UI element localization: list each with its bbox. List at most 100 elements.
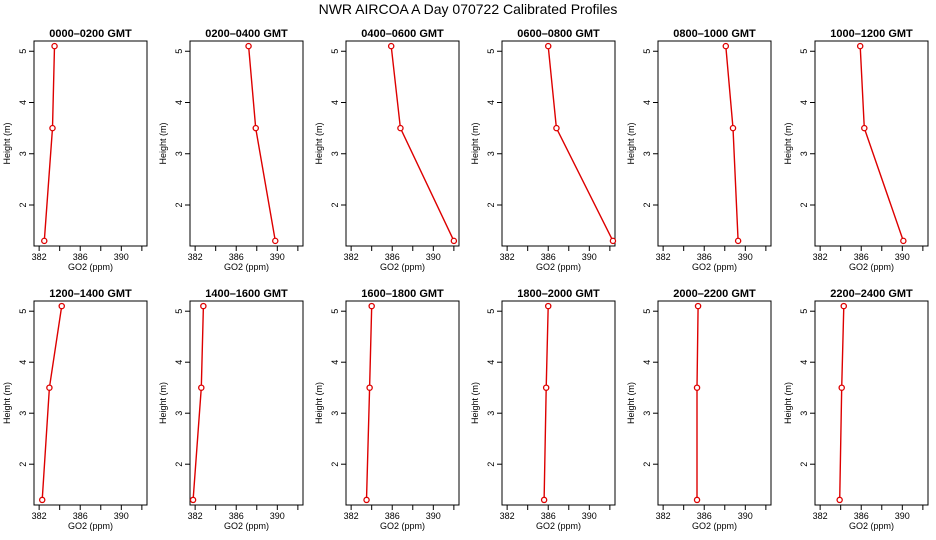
profile-line xyxy=(390,46,455,242)
y-tick-label: 5 xyxy=(330,309,340,314)
x-tick-label: 390 xyxy=(582,252,597,262)
data-point xyxy=(693,384,701,391)
panel-title: 0600–0800 GMT xyxy=(517,28,600,40)
x-tick-label: 382 xyxy=(813,252,828,262)
panel-title: 1000–1200 GMT xyxy=(830,28,913,40)
y-tick-label: 4 xyxy=(642,360,652,365)
plot-frame xyxy=(814,40,929,247)
x-axis-label: GO2 (ppm) xyxy=(536,521,581,531)
y-tick-label: 3 xyxy=(174,411,184,416)
x-tick-label: 386 xyxy=(385,511,400,521)
x-tick-label: 390 xyxy=(738,252,753,262)
x-tick-label: 382 xyxy=(500,252,515,262)
y-tick-label: 4 xyxy=(330,360,340,365)
y-tick-label: 4 xyxy=(799,360,809,365)
y-tick-label: 3 xyxy=(799,411,809,416)
y-tick-label: 4 xyxy=(642,100,652,105)
y-tick-label: 5 xyxy=(330,49,340,54)
data-point xyxy=(838,384,845,391)
y-tick-label: 3 xyxy=(18,151,28,156)
y-tick-label: 5 xyxy=(642,49,652,54)
panel-title: 2200–2400 GMT xyxy=(830,288,913,300)
x-axis-label: GO2 (ppm) xyxy=(380,521,425,531)
profile-line xyxy=(43,46,56,241)
x-tick-label: 382 xyxy=(188,511,203,521)
data-point xyxy=(694,302,702,310)
x-tick-label: 382 xyxy=(32,252,47,262)
x-tick-label: 390 xyxy=(426,511,441,521)
plot-frame xyxy=(657,300,772,506)
y-tick-label: 4 xyxy=(486,100,496,105)
data-point xyxy=(38,496,46,504)
y-tick-label: 4 xyxy=(799,100,809,105)
y-tick-label: 5 xyxy=(642,309,652,314)
x-axis-label: GO2 (ppm) xyxy=(68,262,113,272)
y-axis-label: Height (m) xyxy=(470,382,480,424)
x-tick-label: 390 xyxy=(426,252,441,262)
panel-title: 0400–0600 GMT xyxy=(361,28,444,40)
x-tick-label: 386 xyxy=(541,511,556,521)
x-tick-label: 382 xyxy=(656,511,671,521)
y-tick-label: 5 xyxy=(486,49,496,54)
y-tick-label: 3 xyxy=(330,151,340,156)
x-tick-label: 390 xyxy=(270,252,285,262)
y-axis-label: Height (m) xyxy=(314,122,324,164)
profile-line xyxy=(547,46,614,242)
panel-8: 1400–1600 GMT 382 386 390 2 3 4 5 GO2 (ppm) Heigh… xyxy=(158,288,304,531)
panel-4: 0600–0800 GMT 382 386 390 2 3 4 5 GO2 (ppm) Heigh… xyxy=(470,28,617,272)
x-axis-label: GO2 (ppm) xyxy=(224,262,269,272)
x-axis-label: GO2 (ppm) xyxy=(849,262,894,272)
data-point xyxy=(836,496,843,504)
y-tick-label: 5 xyxy=(486,309,496,314)
y-tick-label: 4 xyxy=(18,360,28,365)
y-axis-label: Height (m) xyxy=(783,382,793,424)
data-point xyxy=(553,124,560,132)
x-tick-label: 386 xyxy=(229,252,244,262)
panel-6: 1000–1200 GMT 382 386 390 2 3 4 5 GO2 (ppm) Heigh… xyxy=(783,28,929,272)
x-tick-label: 386 xyxy=(229,511,244,521)
panel-title: 1200–1400 GMT xyxy=(49,288,132,300)
y-tick-label: 2 xyxy=(799,462,809,467)
y-tick-label: 3 xyxy=(799,151,809,156)
plot-frame xyxy=(189,40,304,247)
data-point xyxy=(252,124,259,132)
panel-2: 0200–0400 GMT 382 386 390 2 3 4 5 GO2 (ppm) Heigh… xyxy=(158,28,304,272)
data-point xyxy=(722,42,730,50)
data-point xyxy=(900,237,907,245)
y-tick-label: 4 xyxy=(18,100,28,105)
profile-line xyxy=(365,306,373,500)
data-point xyxy=(363,496,370,504)
y-axis-label: Height (m) xyxy=(158,382,168,424)
x-tick-label: 382 xyxy=(656,252,671,262)
plot-frame xyxy=(345,40,460,247)
y-tick-label: 4 xyxy=(486,360,496,365)
y-tick-label: 5 xyxy=(174,309,184,314)
y-axis-label: Height (m) xyxy=(2,122,12,164)
panel-title: 1600–1800 GMT xyxy=(361,288,444,300)
x-tick-label: 390 xyxy=(738,511,753,521)
plot-frame xyxy=(189,300,304,506)
y-tick-label: 2 xyxy=(642,462,652,467)
data-point xyxy=(198,384,205,391)
panel-1: 0000–0200 GMT 382 386 390 2 3 4 5 GO2 (ppm) Heigh… xyxy=(2,28,148,272)
y-axis-label: Height (m) xyxy=(2,382,12,424)
plot-frame xyxy=(814,300,929,506)
y-axis-label: Height (m) xyxy=(626,382,636,424)
plot-frame xyxy=(345,300,460,506)
y-tick-label: 3 xyxy=(18,411,28,416)
data-point xyxy=(49,124,56,132)
y-tick-label: 2 xyxy=(18,462,28,467)
panel-10: 1800–2000 GMT 382 386 390 2 3 4 5 GO2 (ppm) Heigh… xyxy=(470,288,616,531)
x-axis-label: GO2 (ppm) xyxy=(224,521,269,531)
x-tick-label: 390 xyxy=(895,511,910,521)
data-point xyxy=(41,237,48,245)
data-point xyxy=(58,302,65,310)
y-tick-label: 2 xyxy=(642,202,652,207)
panel-12: 2200–2400 GMT 382 386 390 2 3 4 5 GO2 (ppm) Heigh… xyxy=(783,288,929,531)
y-tick-label: 2 xyxy=(486,462,496,467)
x-tick-label: 390 xyxy=(114,252,129,262)
x-axis-label: GO2 (ppm) xyxy=(380,262,425,272)
x-tick-label: 386 xyxy=(854,511,869,521)
y-tick-label: 4 xyxy=(174,360,184,365)
